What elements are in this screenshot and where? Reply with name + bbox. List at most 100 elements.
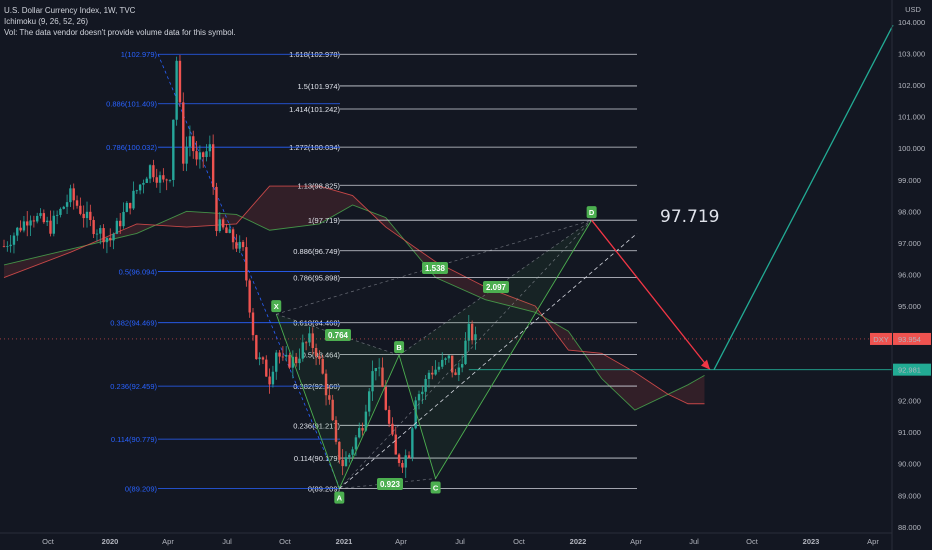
- candle: [192, 130, 195, 159]
- time-tick: Apr: [395, 537, 407, 546]
- pattern-point-label: D: [589, 208, 595, 217]
- time-tick: 2020: [102, 537, 119, 546]
- candle-body: [105, 237, 109, 243]
- ichimoku-indicator-label[interactable]: Ichimoku (9, 26, 52, 26): [4, 17, 89, 26]
- pattern-ratio-line: [339, 219, 592, 489]
- candle-body: [135, 190, 138, 192]
- candle: [145, 176, 148, 183]
- pattern-point-label: A: [337, 494, 343, 503]
- candle-body: [55, 214, 59, 216]
- candle-body: [22, 221, 26, 231]
- pattern-point-badge: [586, 206, 597, 219]
- pattern-point-label: C: [433, 484, 439, 493]
- candle-body: [205, 151, 208, 158]
- candle: [188, 125, 192, 157]
- candle: [158, 171, 162, 194]
- candle: [364, 404, 368, 432]
- time-tick: Apr: [630, 537, 642, 546]
- time-tick: Oct: [42, 537, 55, 546]
- candle-body: [281, 356, 285, 358]
- candle: [444, 357, 447, 365]
- candle-body: [358, 428, 361, 438]
- candle-body: [2, 246, 6, 247]
- fib-trend-line: [157, 54, 341, 489]
- candle: [6, 241, 9, 252]
- candle-body: [331, 399, 334, 421]
- candle-body: [301, 342, 304, 359]
- ratio-badge-bg: [325, 329, 351, 341]
- candle-body: [285, 354, 288, 357]
- candle-body: [231, 229, 235, 243]
- candle: [235, 234, 238, 253]
- harmonic-pattern: X A B C D 0.764 0.923 1.538 2.097: [271, 206, 638, 504]
- candle: [115, 217, 119, 235]
- candle: [152, 159, 155, 182]
- candle-body: [165, 179, 168, 181]
- candle: [341, 449, 344, 476]
- candle-body: [9, 244, 12, 247]
- candle-body: [271, 371, 275, 385]
- fib-level-label: 0.786(95.898): [293, 274, 340, 283]
- candle-body: [460, 364, 464, 368]
- candle: [231, 227, 235, 250]
- ratio-badge: 0.764: [325, 329, 351, 341]
- price-tick: 90.000: [898, 460, 921, 469]
- candle-body: [391, 423, 394, 435]
- fib-level-label: 1.414(101.242): [289, 105, 340, 114]
- candle-body: [142, 182, 145, 185]
- candle: [59, 207, 62, 218]
- candle: [45, 216, 49, 226]
- candle-body: [441, 359, 444, 367]
- candle-body: [182, 102, 185, 164]
- candle: [411, 426, 414, 462]
- time-tick: 2021: [336, 537, 353, 546]
- symbol-title[interactable]: U.S. Dollar Currency Index, 1W, TVC: [4, 6, 136, 15]
- candle-body: [172, 119, 175, 181]
- candle: [165, 178, 168, 191]
- candle: [454, 368, 457, 376]
- candle: [99, 225, 102, 245]
- candle-body: [225, 227, 228, 233]
- down-projection-line: [591, 219, 711, 371]
- pattern-fill-bcd: [399, 220, 592, 479]
- price-tick: 100.000: [898, 144, 925, 153]
- candle: [387, 405, 391, 428]
- candle-body: [397, 454, 401, 463]
- candle: [52, 210, 55, 237]
- candle: [358, 422, 361, 439]
- candle: [331, 394, 334, 422]
- ratio-badge-bg: [483, 281, 509, 293]
- candle: [298, 348, 301, 370]
- candle: [125, 201, 129, 213]
- fib-left-label: 0.114(90.779): [111, 435, 158, 444]
- pattern-point-d: D: [586, 206, 597, 219]
- price-tags: DXY 93.954 92.981: [870, 332, 931, 376]
- candle: [407, 451, 411, 459]
- candle: [304, 340, 308, 351]
- candle-body: [404, 455, 407, 468]
- time-tick: Jul: [455, 537, 465, 546]
- candle-body: [162, 175, 165, 180]
- candle: [208, 135, 212, 157]
- candle: [278, 350, 281, 364]
- candle: [258, 352, 261, 366]
- time-tick: 2023: [803, 537, 820, 546]
- price-tick: 95.000: [898, 302, 921, 311]
- candle-body: [387, 409, 391, 424]
- candle-body: [202, 152, 205, 158]
- candle-body: [447, 355, 451, 359]
- candle: [178, 54, 182, 108]
- up-projection-line: [713, 24, 894, 370]
- fib-left-label: 0.382(94.469): [110, 319, 157, 328]
- volume-indicator-label[interactable]: Vol: The data vendor doesn't provide vol…: [4, 28, 236, 37]
- time-tick: Jul: [689, 537, 699, 546]
- candle: [148, 164, 152, 184]
- candle: [72, 183, 75, 210]
- candle-body: [49, 220, 52, 234]
- candle: [261, 356, 265, 365]
- candle-body: [26, 221, 29, 226]
- candle: [470, 320, 474, 345]
- fib-level-label: 0.886(96.749): [293, 247, 340, 256]
- candle: [228, 223, 231, 234]
